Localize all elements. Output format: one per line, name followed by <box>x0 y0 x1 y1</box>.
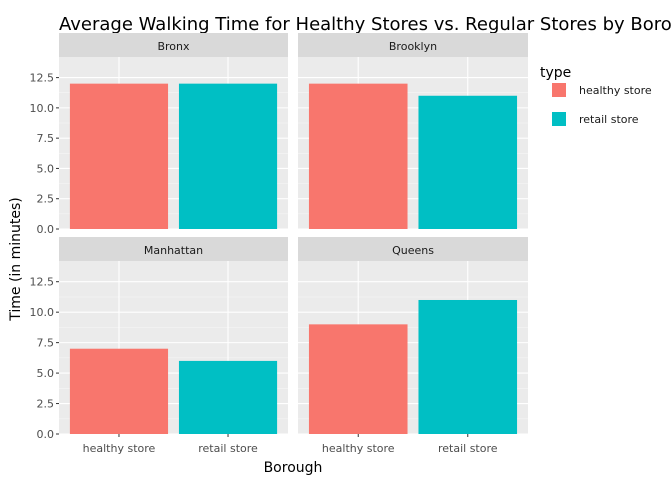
legend-label: retail store <box>579 113 639 126</box>
bar-retail-store <box>418 299 518 434</box>
y-tick-label: 0.0 <box>37 428 55 441</box>
legend-swatch <box>552 112 566 126</box>
facet-bronx: Bronx 0.0 2.5 5.0 7.5 10.0 12.5 <box>30 33 288 236</box>
bar-healthy-store <box>308 83 408 229</box>
facet-strip <box>59 237 288 261</box>
x-tick-label: retail store <box>198 442 258 455</box>
y-tick-label: 7.5 <box>37 132 55 145</box>
bar-healthy-store <box>308 324 408 434</box>
legend-item-healthy-store: healthy store <box>552 83 652 97</box>
y-tick-label: 0.0 <box>37 223 55 236</box>
bar-retail-store <box>178 360 278 434</box>
y-tick-label: 5.0 <box>37 162 55 175</box>
legend-item-retail-store: retail store <box>552 112 639 126</box>
facet-label: Manhattan <box>144 244 203 257</box>
y-tick-label: 5.0 <box>37 367 55 380</box>
y-tick-label: 2.5 <box>37 193 55 206</box>
bar-healthy-store <box>69 83 169 229</box>
facet-label: Queens <box>392 244 434 257</box>
x-axis-label: Borough <box>264 460 323 476</box>
legend-label: healthy store <box>579 84 652 97</box>
legend-swatch <box>552 83 566 97</box>
legend-title: type <box>540 65 571 81</box>
facet-manhattan: Manhattan 0.0 2.5 5.0 7.5 10.0 12.5 healthy sto… <box>30 237 288 455</box>
x-tick-label: healthy store <box>322 442 395 455</box>
y-axis-label: Time (in minutes) <box>8 197 24 322</box>
y-tick-label: 12.5 <box>30 72 55 85</box>
bar-retail-store <box>178 83 278 229</box>
x-tick-label: retail store <box>438 442 498 455</box>
y-tick-label: 10.0 <box>30 306 55 319</box>
bar-healthy-store <box>69 348 169 434</box>
chart-title: Average Walking Time for Healthy Stores … <box>59 14 672 35</box>
bar-retail-store <box>418 95 518 230</box>
y-tick-label: 12.5 <box>30 276 55 289</box>
facet-label: Brooklyn <box>389 40 437 53</box>
y-tick-label: 7.5 <box>37 337 55 350</box>
facet-strip <box>298 237 528 261</box>
x-tick-label: healthy store <box>83 442 156 455</box>
y-tick-label: 10.0 <box>30 102 55 115</box>
facet-strip <box>298 33 528 57</box>
facet-label: Bronx <box>157 40 190 53</box>
facet-queens: Queens healthy store retail store <box>298 237 528 455</box>
y-tick-label: 2.5 <box>37 398 55 411</box>
facet-strip <box>59 33 288 57</box>
facet-brooklyn: Brooklyn <box>298 33 528 230</box>
